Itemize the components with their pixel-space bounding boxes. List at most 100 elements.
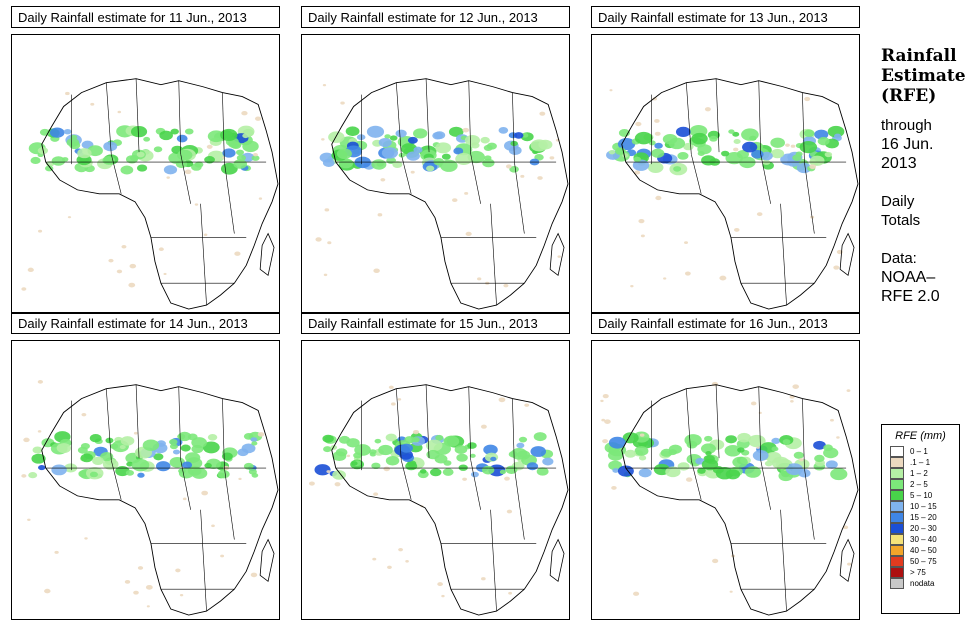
rainfall-patch [80,453,94,463]
rainfall-patch [384,134,391,139]
rainfall-patch [441,594,445,598]
rainfall-patch [602,439,609,444]
map-panel-3: Daily Rainfall estimate for 13 Jun., 201… [591,6,860,314]
legend-label: 5 – 10 [910,491,933,500]
rainfall-patch [412,429,420,435]
country-border [804,468,815,540]
rainfall-patch [340,101,345,105]
rainfall-patch [709,135,718,142]
country-border [135,384,140,459]
africa-map-svg [315,78,569,310]
rainfall-patch [464,134,481,146]
rainfall-patch [724,444,742,457]
rainfall-patch [701,458,719,471]
rainfall-patch [321,138,325,141]
rainfall-patch [521,133,529,138]
rainfall-patch [503,283,509,288]
rainfall-patch [640,234,645,238]
through-block: through 16 Jun. 2013 [881,116,933,173]
rainfall-patch [49,127,65,138]
rainfall-patch [651,148,665,158]
madagascar-outline [839,232,855,276]
country-border [200,203,207,306]
rainfall-patch [37,380,44,384]
rainfall-patch [184,128,194,135]
rainfall-patch [539,111,546,116]
rainfall-patch [817,137,830,146]
rainfall-patch [721,150,730,157]
rainfall-patch [102,458,119,470]
rainfall-patch [520,174,525,178]
country-border [395,82,402,155]
rainfall-patch [378,137,392,148]
rainfall-patch [405,461,418,471]
rainfall-patch [744,466,762,478]
rainfall-patch [377,213,383,217]
rainfall-patch [462,127,470,133]
rainfall-patch [84,537,88,540]
rainfall-patch [684,434,702,447]
rainfall-patch [668,444,682,454]
rainfall-patch [771,456,790,470]
rainfall-patch [108,258,114,263]
rainfall-patch [169,443,178,450]
rainfall-patch [456,453,468,462]
rainfall-patch [184,169,192,175]
rainfall-patch [770,148,785,159]
rainfall-patch [346,454,351,458]
rainfall-patch [737,432,751,443]
legend-swatch [890,490,904,501]
rainfall-patch [356,134,366,141]
map-panel-6: Daily Rainfall estimate for 16 Jun., 201… [591,312,860,620]
panel-title: Daily Rainfall estimate for 16 Jun., 201… [591,312,860,334]
rainfall-patch [518,436,528,443]
rainfall-patch [732,456,748,468]
rainfall-patch [250,572,258,578]
legend-item: 50 – 75 [890,556,959,567]
rainfall-patch [327,241,332,245]
rfe-title-line: Estimate [881,66,966,86]
rainfall-patch [211,524,215,528]
rainfall-patch [516,442,525,449]
rainfall-patch [371,462,381,470]
rainfall-patch [441,153,451,160]
country-border [400,460,412,500]
rainfall-patch [175,568,181,573]
rfe-title: Rainfall Estimate (RFE) [881,46,966,106]
rainfall-patch [668,137,686,150]
totals-block: Daily Totals [881,192,920,230]
rainfall-patch [505,164,512,169]
rainfall-patch [480,424,487,429]
rainfall-patch [89,434,102,443]
rainfall-patch [635,121,642,127]
rainfall-patch [785,143,790,147]
rainfall-patch [538,139,553,150]
rainfall-patch [372,557,377,561]
rainfall-patch [23,437,30,443]
madagascar-outline [549,538,565,582]
rainfall-patch [204,155,215,164]
rainfall-patch [697,144,712,155]
rainfall-patch [677,151,689,160]
rainfall-patch [462,477,467,481]
legend-swatch [890,468,904,479]
country-border [105,82,112,155]
rainfall-patch [388,385,394,390]
madagascar-outline [259,538,275,582]
rainfall-patch [498,397,506,403]
rainfall-patch [220,128,238,142]
legend-item: nodata [890,578,959,589]
rainfall-patch [732,131,740,137]
legend-swatch [890,567,904,578]
country-border [222,398,225,469]
rainfall-patch [238,477,242,481]
rainfall-patch [742,141,758,153]
legend-swatch [890,578,904,589]
rainfall-patch [760,151,773,161]
through-label: through [881,117,932,134]
legend-item: 40 – 50 [890,545,959,556]
country-border [802,398,805,469]
rainfall-patch [51,464,67,476]
map-panel-2: Daily Rainfall estimate for 12 Jun., 201… [301,6,570,314]
country-border [690,460,702,500]
